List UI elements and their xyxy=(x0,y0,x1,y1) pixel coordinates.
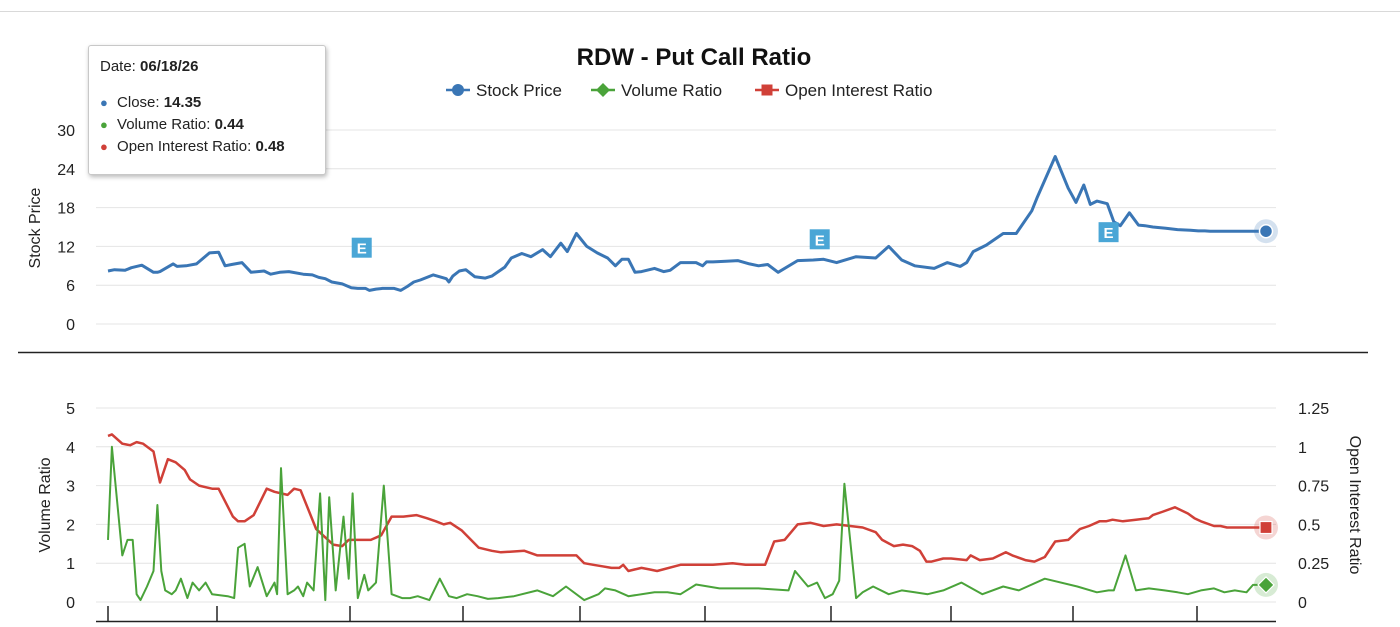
earnings-marker-label: E xyxy=(357,241,367,258)
volume-ratio-line[interactable] xyxy=(107,445,1266,602)
open-interest-ratio-hover-point[interactable] xyxy=(1259,520,1273,535)
tooltip-volume-ratio-label: Volume Ratio: xyxy=(117,116,211,133)
legend-circle-icon xyxy=(452,84,464,96)
y-tick-label: 12 xyxy=(57,239,75,256)
y-tick-label: 0 xyxy=(66,317,75,334)
stock-price-hover-point[interactable] xyxy=(1258,223,1274,239)
earnings-marker-box xyxy=(351,237,372,258)
stock-price-series[interactable] xyxy=(107,155,1278,292)
ratio-grid xyxy=(96,407,1276,603)
y-tick-label: 18 xyxy=(57,201,75,218)
x-axis xyxy=(96,606,1276,623)
tooltip-open-interest-ratio-row: ● Open Interest Ratio: 0.48 xyxy=(100,136,314,158)
earnings-marker[interactable]: E xyxy=(809,229,830,250)
chart-legend: Stock Price Volume Ratio Open Interest Rat… xyxy=(446,81,932,100)
y-tick-label: 4 xyxy=(66,440,75,457)
y-tick-label: 0.75 xyxy=(1298,479,1329,496)
stock-price-line[interactable] xyxy=(107,155,1266,292)
y-tick-label: 0 xyxy=(1298,595,1307,612)
tooltip-open-interest-ratio-dot: ● xyxy=(100,139,108,154)
legend-diamond-icon xyxy=(596,83,610,97)
tooltip-date-value: 06/18/26 xyxy=(140,58,199,75)
ratio-series[interactable] xyxy=(107,433,1278,602)
legend-item-volume-ratio[interactable]: Volume Ratio xyxy=(591,81,722,100)
page-top-rule xyxy=(0,11,1400,12)
legend-item-open-interest-ratio[interactable]: Open Interest Ratio xyxy=(755,81,932,100)
volume-ratio-hover-point[interactable] xyxy=(1257,576,1275,594)
tooltip-open-interest-ratio-label: Open Interest Ratio: xyxy=(117,138,252,155)
y-tick-label: 30 xyxy=(57,123,75,140)
y-tick-label: 2 xyxy=(66,517,75,534)
legend-label: Stock Price xyxy=(476,81,562,100)
earnings-marker[interactable]: E xyxy=(1098,222,1119,243)
open-interest-ratio-axis-label: Open Interest Ratio xyxy=(1346,436,1363,575)
tooltip-volume-ratio-value: 0.44 xyxy=(214,116,244,133)
legend-square-icon xyxy=(761,84,773,96)
y-tick-label: 5 xyxy=(66,401,75,418)
y-tick-label: 0.5 xyxy=(1298,517,1320,534)
tooltip-open-interest-ratio-value: 0.48 xyxy=(255,138,285,155)
tooltip-date-label: Date: xyxy=(100,58,136,75)
volume-ratio-axis-label: Volume Ratio xyxy=(37,457,54,552)
tooltip-volume-ratio-row: ● Volume Ratio: 0.44 xyxy=(100,114,314,136)
earnings-marker-label: E xyxy=(815,232,825,249)
legend-label: Open Interest Ratio xyxy=(785,81,932,100)
tooltip-close-label: Close: xyxy=(117,94,160,111)
earnings-marker-box xyxy=(1098,222,1119,243)
tooltip-close-dot: ● xyxy=(100,95,108,110)
legend-item-stock-price[interactable]: Stock Price xyxy=(446,81,562,100)
y-tick-label: 0.25 xyxy=(1298,556,1329,573)
y-tick-label: 3 xyxy=(66,479,75,496)
chart-title: RDW - Put Call Ratio xyxy=(577,44,812,71)
stock-price-axis-label: Stock Price xyxy=(27,187,44,268)
tooltip-close-value: 14.35 xyxy=(163,94,202,111)
open-interest-ratio-y-ticks: 0 0.25 0.5 0.75 1 1.25 xyxy=(1298,401,1329,612)
legend-label: Volume Ratio xyxy=(621,81,722,100)
y-tick-label: 1 xyxy=(1298,440,1307,457)
hover-tooltip: Date: 06/18/26 ● Close: 14.35 ● Volume R… xyxy=(88,45,326,175)
earnings-marker[interactable]: E xyxy=(351,237,372,258)
tooltip-volume-ratio-dot: ● xyxy=(100,117,108,132)
y-tick-label: 1 xyxy=(66,556,75,573)
tooltip-date: Date: 06/18/26 xyxy=(100,58,314,75)
y-tick-label: 0 xyxy=(66,595,75,612)
y-tick-label: 1.25 xyxy=(1298,401,1329,418)
earnings-marker-box xyxy=(809,229,830,250)
open-interest-ratio-line[interactable] xyxy=(107,433,1266,573)
earnings-marker-label: E xyxy=(1104,225,1114,242)
tooltip-close-row: ● Close: 14.35 xyxy=(100,92,314,114)
y-tick-label: 24 xyxy=(57,162,75,179)
stock-price-y-ticks: 0 6 12 18 24 30 xyxy=(57,123,75,334)
volume-ratio-y-ticks: 0 1 2 3 4 5 xyxy=(66,401,75,612)
y-tick-label: 6 xyxy=(66,278,75,295)
